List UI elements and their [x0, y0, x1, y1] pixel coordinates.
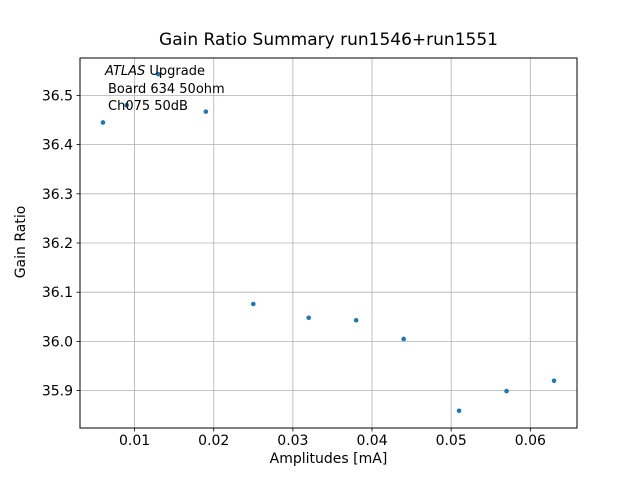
data-point — [306, 315, 312, 321]
x-tick-label: 0.06 — [515, 433, 546, 449]
y-tick-label: 35.9 — [42, 384, 73, 400]
y-tick-label: 36.5 — [42, 88, 73, 104]
x-axis-label: Amplitudes [mA] — [269, 451, 388, 467]
data-point — [551, 378, 557, 384]
data-point — [401, 336, 406, 342]
annotation-atlas-text: ATLAS — [105, 64, 146, 79]
data-point — [124, 102, 129, 108]
y-tick-label: 36.1 — [42, 285, 73, 301]
annotation-line-1: ATLAS Upgrade — [105, 63, 225, 81]
annotation-line-3: Ch075 50dB — [108, 99, 188, 114]
data-point — [504, 388, 509, 394]
data-point — [203, 109, 209, 114]
annotation-upgrade-text: Upgrade — [145, 64, 205, 79]
data-point — [251, 301, 256, 307]
y-tick-label: 36.2 — [42, 236, 73, 252]
x-tick-label: 0.02 — [198, 433, 229, 449]
data-point — [100, 120, 106, 125]
data-point — [456, 408, 462, 414]
y-tick-label: 36.4 — [42, 138, 73, 154]
plot-annotation: ATLAS Upgrade Board 634 50ohm Ch075 50dB — [105, 63, 225, 116]
x-tick-label: 0.03 — [277, 433, 308, 449]
y-tick-label: 36.3 — [42, 187, 73, 203]
x-tick-label: 0.01 — [119, 433, 150, 449]
annotation-line-2: Board 634 50ohm — [108, 81, 225, 97]
data-point — [156, 71, 161, 77]
axes-spines — [79, 57, 578, 429]
data-point — [353, 317, 359, 323]
y-axis-label: Gain Ratio — [13, 205, 29, 279]
x-tick-label: 0.05 — [436, 433, 467, 449]
y-tick-label: 36.0 — [42, 334, 73, 350]
x-tick-label: 0.04 — [356, 433, 387, 449]
chart-title: Gain Ratio Summary run1546+run1551 — [159, 30, 498, 50]
